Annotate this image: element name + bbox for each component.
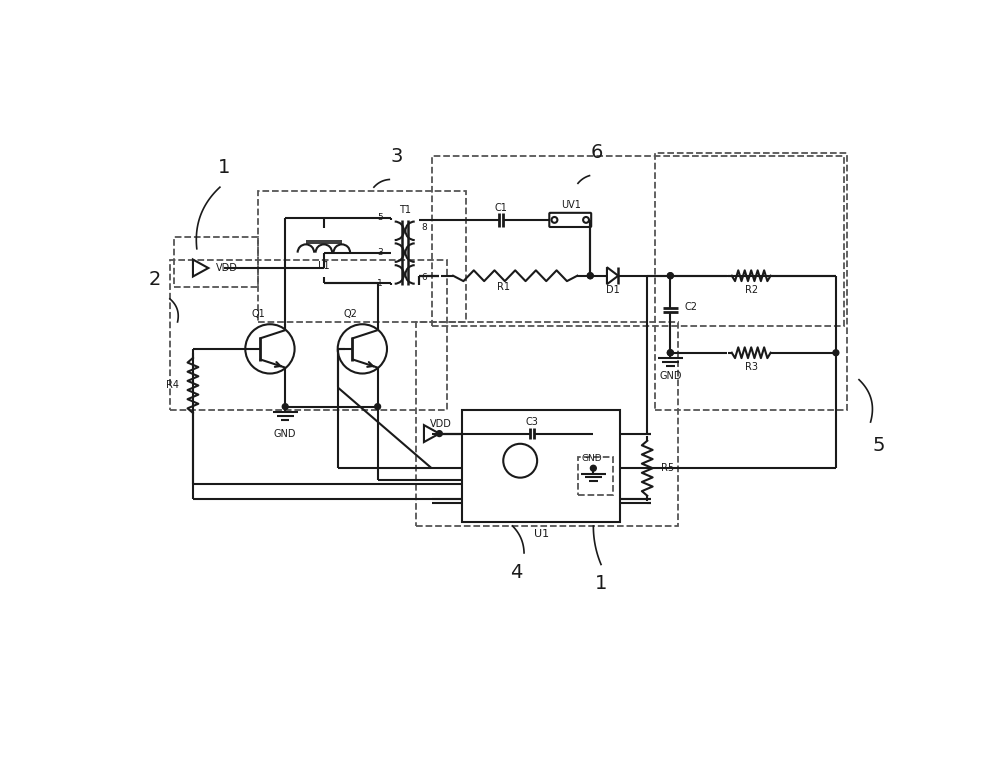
Text: R1: R1 — [497, 282, 510, 292]
Text: UV1: UV1 — [561, 200, 581, 210]
Text: Q1: Q1 — [252, 309, 265, 319]
Circle shape — [587, 273, 593, 279]
Circle shape — [667, 350, 673, 356]
Circle shape — [587, 273, 593, 279]
Circle shape — [436, 430, 442, 437]
Text: R4: R4 — [166, 381, 179, 391]
Text: VDD: VDD — [216, 263, 238, 273]
Text: 1: 1 — [595, 574, 607, 593]
Text: 5: 5 — [872, 436, 885, 455]
Text: 1: 1 — [377, 279, 383, 288]
Text: C3: C3 — [525, 417, 538, 427]
Text: 2: 2 — [148, 270, 161, 289]
Text: 6: 6 — [422, 273, 427, 282]
Circle shape — [667, 273, 673, 279]
Text: T1: T1 — [399, 205, 411, 215]
Text: 8: 8 — [422, 224, 427, 232]
Text: 6: 6 — [591, 143, 603, 162]
Text: R5: R5 — [661, 463, 674, 473]
Text: GND: GND — [659, 371, 682, 381]
Circle shape — [590, 465, 596, 471]
Text: GND: GND — [581, 454, 602, 463]
Text: R3: R3 — [745, 361, 758, 371]
Text: GND: GND — [274, 429, 296, 438]
Circle shape — [667, 350, 673, 356]
Circle shape — [282, 404, 288, 409]
Text: 3: 3 — [377, 248, 383, 257]
Text: C2: C2 — [684, 301, 697, 312]
Text: Q2: Q2 — [344, 309, 358, 319]
Text: R2: R2 — [745, 284, 758, 294]
Text: C1: C1 — [495, 203, 507, 213]
Text: 3: 3 — [391, 147, 403, 166]
Text: U1: U1 — [534, 528, 549, 538]
Text: 1: 1 — [218, 159, 230, 177]
Text: D1: D1 — [606, 284, 619, 294]
Circle shape — [833, 350, 839, 356]
Text: L1: L1 — [318, 262, 330, 271]
Circle shape — [375, 404, 381, 409]
Circle shape — [667, 273, 673, 279]
Text: 4: 4 — [510, 563, 523, 582]
Text: VDD: VDD — [430, 419, 452, 429]
Text: 5: 5 — [377, 214, 383, 222]
